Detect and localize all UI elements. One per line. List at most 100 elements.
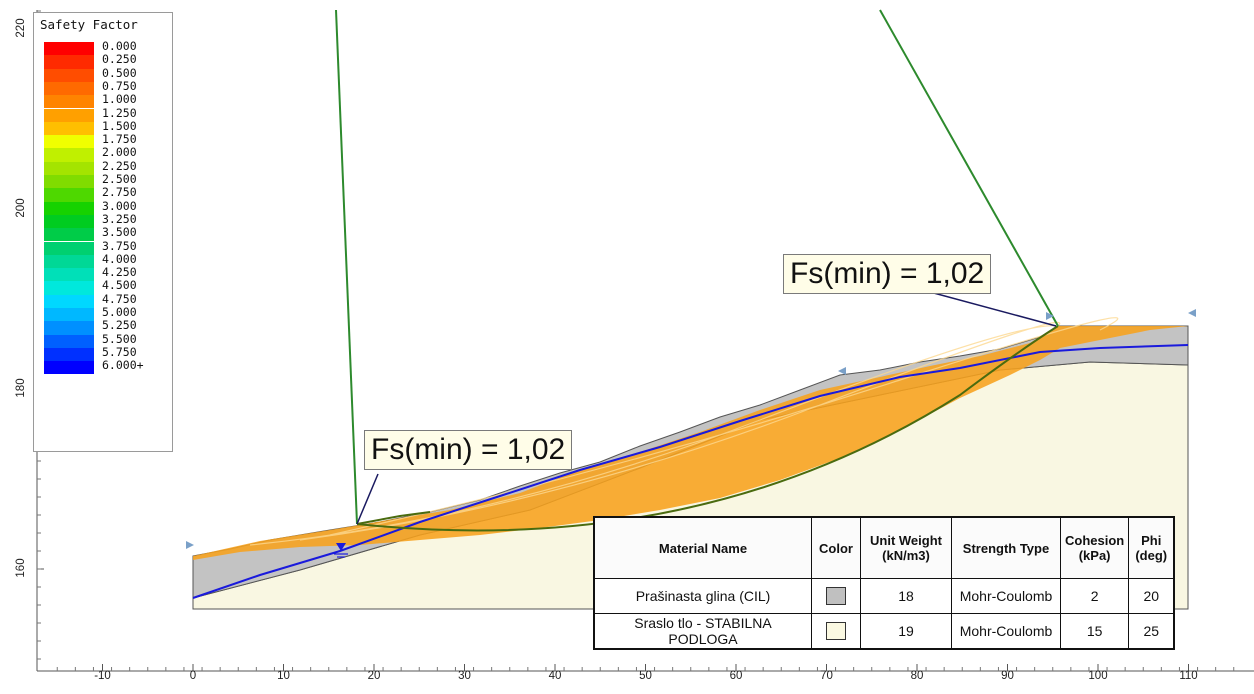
legend-label: 2.750 <box>102 185 137 200</box>
critical-slip-surface-top <box>356 511 431 525</box>
legend-item: 5.500 <box>44 332 168 348</box>
material-table: Material Name Color Unit Weight (kN/m3) … <box>593 516 1176 650</box>
legend-label: 0.750 <box>102 78 137 93</box>
x-tick-label: 100 <box>1088 670 1108 682</box>
legend-item: 3.750 <box>44 238 168 255</box>
legend-label: 3.000 <box>102 198 137 213</box>
legend-item: 3.000 <box>44 198 168 215</box>
crest-boundary-marker <box>1046 312 1054 320</box>
material-row: Sraslo tlo - STABILNA PODLOGA 19 Mohr-Co… <box>593 613 1175 650</box>
x-tick-label: 10 <box>277 670 290 682</box>
y-tick-label: 160 <box>15 558 27 578</box>
legend-swatch <box>44 108 94 122</box>
legend-title: Safety Factor <box>40 17 138 32</box>
legend-label: 1.500 <box>102 118 137 133</box>
legend-swatch <box>44 361 94 375</box>
material-strength-type: Mohr-Coulomb <box>951 578 1061 614</box>
trial-surfaces <box>249 317 1119 546</box>
legend-label: 2.500 <box>102 172 137 186</box>
legend-label: 3.750 <box>102 238 137 253</box>
header-phi: Phi (deg) <box>1128 516 1175 579</box>
legend-label: 4.000 <box>102 251 137 266</box>
legend-item: 1.750 <box>44 132 168 149</box>
water-table-line <box>192 344 1189 599</box>
material-strength-type: Mohr-Coulomb <box>951 613 1061 650</box>
legend-label: 5.250 <box>102 318 137 333</box>
left-boundary-marker <box>186 541 194 549</box>
water-table-icon <box>334 543 348 558</box>
material-cohesion: 2 <box>1059 578 1130 614</box>
legend-item: 0.500 <box>44 65 168 82</box>
legend-swatch <box>44 347 94 362</box>
legend-item: 5.000 <box>44 305 168 322</box>
material-name: Prašinasta glina (CIL) <box>593 578 812 614</box>
header-unit-weight: Unit Weight (kN/m3) <box>860 516 952 579</box>
x-tick-label: 40 <box>548 670 562 682</box>
legend-item: 1.500 <box>44 118 168 136</box>
legend-item: 0.000 <box>44 39 168 56</box>
legend-label: 0.500 <box>102 65 137 80</box>
x-tick-label: -10 <box>94 670 111 682</box>
upper-radius-line <box>879 9 1059 327</box>
legend-label: 4.500 <box>102 278 137 293</box>
legend-swatch <box>44 241 94 255</box>
legend-swatch <box>44 214 94 229</box>
y-tick-label: 200 <box>15 198 27 218</box>
material-color-swatch <box>826 622 846 641</box>
legend-item: 0.250 <box>44 52 168 69</box>
material-phi: 25 <box>1128 613 1175 650</box>
material-name: Sraslo tlo - STABILNA PODLOGA <box>593 613 812 650</box>
material-table-header: Material Name Color Unit Weight (kN/m3) … <box>593 516 1175 579</box>
header-strength-type: Strength Type <box>951 516 1061 579</box>
legend-label: 1.750 <box>102 132 137 147</box>
legend-item: 4.750 <box>44 292 168 308</box>
legend-item: 2.750 <box>44 185 168 202</box>
legend-swatch <box>44 161 94 175</box>
x-tick-label: 20 <box>367 670 381 682</box>
x-tick-label: 50 <box>639 670 652 682</box>
y-tick-label: 220 <box>15 18 27 38</box>
y-tick-label: 180 <box>15 378 27 398</box>
material-phi: 20 <box>1128 578 1175 614</box>
legend-label: 4.250 <box>102 265 137 280</box>
legend-swatch <box>44 121 94 136</box>
legend-item: 3.250 <box>44 211 168 229</box>
x-axis-ticks <box>56 664 1235 671</box>
x-tick-label: 110 <box>1179 670 1198 682</box>
legend-swatch <box>44 68 94 82</box>
material-unit-weight: 19 <box>860 613 952 650</box>
legend-swatch <box>44 175 94 189</box>
material-unit-weight: 18 <box>860 578 952 614</box>
legend-swatch <box>44 55 94 69</box>
legend-item: 2.000 <box>44 145 168 162</box>
legend-item: 3.500 <box>44 225 168 242</box>
legend-label: 6.000+ <box>102 358 144 373</box>
legend-swatch <box>44 334 94 348</box>
legend-item: 0.750 <box>44 78 168 96</box>
lower-radius-line <box>335 9 358 525</box>
upper-callout-leader <box>929 291 1057 327</box>
legend-swatch <box>44 135 94 149</box>
legend-swatch <box>44 148 94 162</box>
legend-item: 4.000 <box>44 251 168 269</box>
material-row: Prašinasta glina (CIL) 18 Mohr-Coulomb 2… <box>593 578 1175 614</box>
critical-slip-surface <box>356 325 1059 532</box>
x-tick-label: 30 <box>458 670 471 682</box>
x-tick-label: 90 <box>1001 670 1014 682</box>
legend-swatch <box>44 254 94 269</box>
lower-fs-callout: Fs(min) = 1,02 <box>364 430 573 470</box>
legend-item: 1.000 <box>44 92 168 109</box>
legend-item: 1.250 <box>44 105 168 122</box>
legend-item: 5.250 <box>44 318 168 335</box>
lower-callout-leader <box>356 473 379 525</box>
legend-label: 5.750 <box>102 344 137 359</box>
legend-label: 2.250 <box>102 158 137 173</box>
legend-item: 2.500 <box>44 172 168 189</box>
legend-item: 2.250 <box>44 158 168 175</box>
legend-label: 0.000 <box>102 39 137 53</box>
material-color-swatch <box>826 587 846 606</box>
material-color <box>811 613 861 650</box>
legend-label: 1.250 <box>102 105 137 120</box>
legend-label: 3.250 <box>102 211 137 226</box>
legend-swatch <box>44 201 94 215</box>
